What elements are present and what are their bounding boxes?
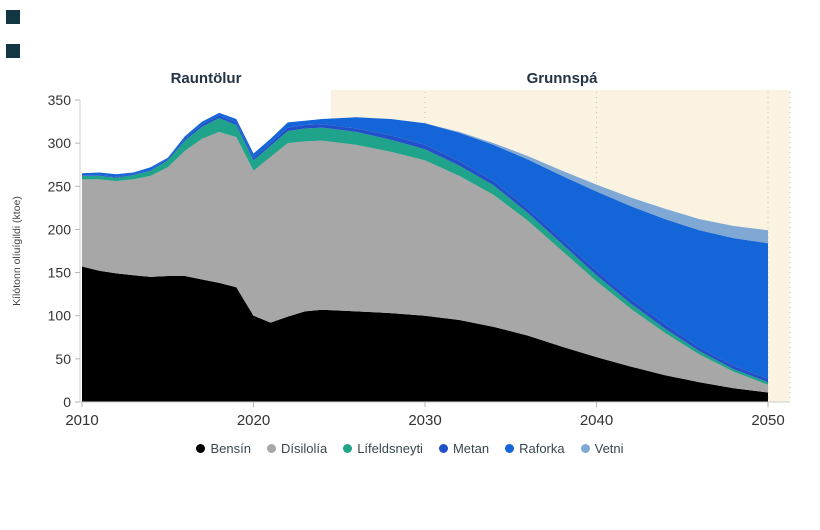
legend-dot-Metan <box>438 444 448 453</box>
area-Bensín <box>82 266 768 402</box>
legend-item-Vetni[interactable]: Vetni <box>580 441 624 456</box>
y-axis: 0 50 100 150 200 250 300 350 <box>48 92 80 410</box>
stacked-area-chart: 0 50 100 150 200 250 300 350 2010 2020 2030 2040 205… <box>11 90 791 429</box>
legend-dot-Lífeldsneyti <box>343 444 353 453</box>
axes <box>79 100 790 403</box>
svg-text:2030: 2030 <box>408 412 441 429</box>
area-Vetni <box>82 112 768 244</box>
chart-legend: Bensín Dísilolía Lífeldsneyti Metan Raforka V… <box>0 441 820 456</box>
svg-text:50: 50 <box>55 351 71 367</box>
area-Raforka <box>82 112 768 379</box>
legend-item-Metan[interactable]: Metan <box>438 441 490 456</box>
svg-text:2020: 2020 <box>237 412 270 429</box>
legend-item-Bensín[interactable]: Bensín <box>196 441 251 456</box>
legend-item-Dísilolía[interactable]: Dísilolía <box>266 441 328 456</box>
svg-text:350: 350 <box>48 92 72 108</box>
legend-label: Dísilolía <box>280 441 328 456</box>
svg-text:2050: 2050 <box>751 412 784 429</box>
legend-label: Lífeldsneyti <box>357 441 423 456</box>
legend-dot-Bensín <box>196 444 206 453</box>
legend-label: Bensín <box>210 441 251 456</box>
legend-dot-Vetni <box>580 444 590 453</box>
legend-dot-Dísilolía <box>266 444 276 453</box>
legend-item-Lífeldsneyti[interactable]: Lífeldsneyti <box>343 441 423 456</box>
svg-text:300: 300 <box>48 135 72 151</box>
x-axis: 2010 2020 2030 2040 2050 <box>65 402 785 429</box>
legend-label: Raforka <box>519 441 565 456</box>
svg-text:2010: 2010 <box>65 412 98 429</box>
section-title-actuals: Rauntölur <box>170 70 242 87</box>
svg-text:100: 100 <box>48 308 72 324</box>
svg-text:0: 0 <box>63 394 71 410</box>
legend-item-Raforka[interactable]: Raforka <box>505 441 565 456</box>
section-title-forecast: Grunnspá <box>526 70 598 87</box>
y-axis-title: Kílótonn olíuígildi (ktoe) <box>11 196 23 306</box>
decorative-square-bottom <box>6 44 20 58</box>
svg-text:2040: 2040 <box>580 412 613 429</box>
legend-dot-Raforka <box>505 444 515 453</box>
legend-label: Metan <box>452 441 490 456</box>
svg-text:200: 200 <box>48 221 72 237</box>
area-Dísilolía <box>82 131 768 393</box>
svg-text:150: 150 <box>48 265 72 281</box>
svg-text:250: 250 <box>48 178 72 194</box>
decorative-square-top <box>6 10 20 24</box>
legend-label: Vetni <box>594 441 624 456</box>
